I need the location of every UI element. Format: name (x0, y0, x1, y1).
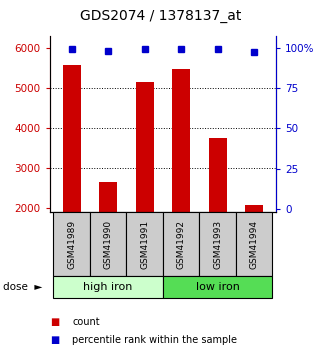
Bar (63, 65, 81, 212)
Bar (236, 212, 273, 276)
Text: GSM41992: GSM41992 (177, 219, 186, 269)
Bar (209, 138, 227, 212)
Bar (199, 212, 236, 276)
Bar (126, 212, 163, 276)
Text: high iron: high iron (83, 282, 133, 292)
Text: percentile rank within the sample: percentile rank within the sample (72, 335, 237, 345)
Text: count: count (72, 317, 100, 327)
Bar (163, 212, 199, 276)
Text: GDS2074 / 1378137_at: GDS2074 / 1378137_at (80, 9, 241, 22)
Text: GSM41991: GSM41991 (140, 219, 149, 269)
Text: GSM41990: GSM41990 (104, 219, 113, 269)
Bar (172, 69, 190, 212)
Text: GSM41994: GSM41994 (250, 219, 259, 269)
Bar (53, 276, 163, 298)
Bar (53, 212, 90, 276)
Text: low iron: low iron (196, 282, 239, 292)
Text: ■: ■ (50, 335, 59, 345)
Bar (135, 82, 154, 212)
Bar (245, 205, 263, 212)
Text: dose  ►: dose ► (3, 282, 43, 292)
Text: ■: ■ (50, 317, 59, 327)
Bar (163, 276, 273, 298)
Bar (99, 182, 117, 212)
Text: GSM41993: GSM41993 (213, 219, 222, 269)
Bar (90, 212, 126, 276)
Text: GSM41989: GSM41989 (67, 219, 76, 269)
